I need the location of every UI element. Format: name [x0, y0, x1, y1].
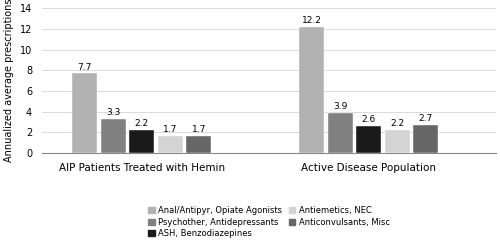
- Y-axis label: Annualized average prescriptions: Annualized average prescriptions: [4, 0, 14, 163]
- Text: 2.2: 2.2: [134, 120, 149, 128]
- Text: 3.3: 3.3: [106, 108, 120, 117]
- Bar: [129, 130, 154, 153]
- Text: 2.6: 2.6: [362, 115, 376, 124]
- Text: 12.2: 12.2: [302, 16, 322, 25]
- Bar: [158, 136, 183, 153]
- Text: 3.9: 3.9: [333, 102, 347, 111]
- Bar: [414, 125, 438, 153]
- Text: 2.7: 2.7: [419, 114, 433, 123]
- Bar: [186, 136, 212, 153]
- Bar: [328, 113, 352, 153]
- Bar: [72, 73, 97, 153]
- Text: 2.2: 2.2: [390, 120, 404, 128]
- Text: 1.7: 1.7: [192, 125, 206, 134]
- Legend: Anal/Antipyr, Opiate Agonists, Psychother, Antidepressants, ASH, Benzodiazepines: Anal/Antipyr, Opiate Agonists, Psychothe…: [146, 204, 392, 241]
- Text: 1.7: 1.7: [163, 125, 178, 134]
- Bar: [299, 27, 324, 153]
- Text: 7.7: 7.7: [78, 62, 92, 72]
- Bar: [100, 119, 126, 153]
- Bar: [385, 130, 410, 153]
- Bar: [356, 126, 381, 153]
